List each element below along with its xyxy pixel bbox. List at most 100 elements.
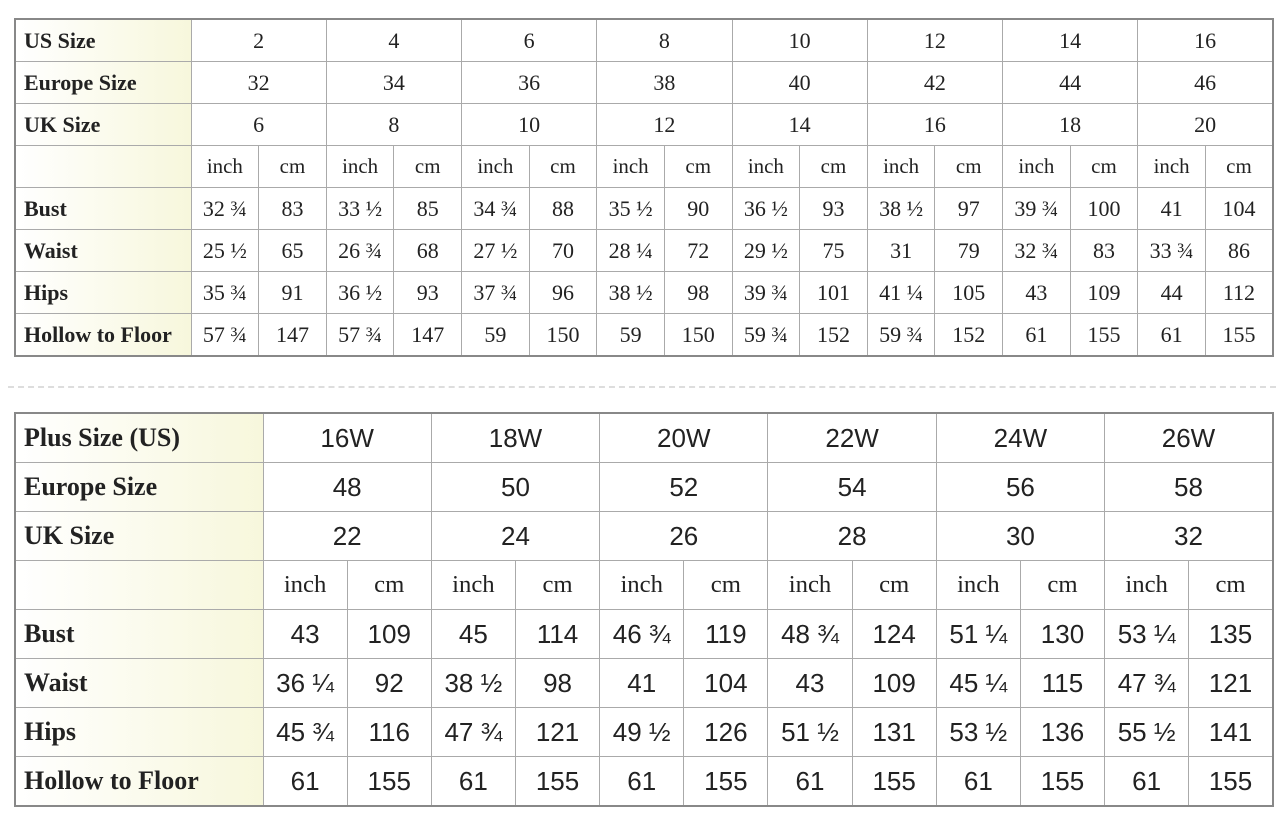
unit-cell: inch: [1104, 560, 1190, 610]
measure-cell: 101: [799, 271, 868, 314]
measure-cell: 98: [514, 658, 601, 708]
measure-cell: 32 ¾: [1002, 229, 1071, 272]
measure-cell: 44: [1137, 271, 1206, 314]
measure-row: Waist 36 ¼ 92 38 ½ 98 41 104 43 109 45 ¼ 115 47 ¾ 12…: [14, 658, 1274, 708]
measure-cell: 47 ¾: [1104, 658, 1190, 708]
measure-cell: 97: [934, 187, 1003, 230]
measure-cell: 109: [1069, 271, 1139, 314]
measure-cell: 35 ¾: [190, 271, 260, 314]
measure-cell: 51 ½: [767, 707, 853, 757]
row-label: [14, 145, 192, 188]
measure-row: Hollow to Floor 61 155 61 155 61 155 61 155 61 155…: [14, 756, 1274, 807]
measure-cell: 88: [528, 187, 598, 230]
size-cell: 16W: [262, 412, 432, 463]
measure-cell: 93: [393, 271, 462, 314]
unit-cell: cm: [663, 145, 733, 188]
size-cell: 36: [460, 61, 598, 104]
size-cell: 18: [1001, 103, 1139, 146]
measure-cell: 31: [866, 229, 936, 272]
measure-cell: 155: [1069, 313, 1139, 357]
measure-cell: 90: [663, 187, 733, 230]
measure-row: Hollow to Floor 57 ¾ 147 57 ¾ 147 59 150 59 150 5…: [14, 313, 1274, 357]
unit-cell: cm: [1019, 560, 1106, 610]
row-label: Hollow to Floor: [14, 313, 192, 357]
measure-cell: 130: [1019, 609, 1106, 659]
size-cell: 50: [430, 462, 601, 512]
unit-cell: inch: [262, 560, 348, 610]
row-label: Europe Size: [14, 462, 264, 512]
measure-cell: 57 ¾: [325, 313, 395, 357]
unit-cell: cm: [1204, 145, 1274, 188]
measure-cell: 150: [528, 313, 598, 357]
measure-cell: 135: [1188, 609, 1274, 659]
measure-cell: 155: [851, 756, 937, 807]
unit-row: inch cm inch cm inch cm inch cm inch cm inch cm: [14, 560, 1274, 610]
size-cell: 4: [325, 18, 463, 62]
measure-cell: 45 ¾: [262, 707, 348, 757]
measure-cell: 86: [1204, 229, 1274, 272]
measure-cell: 91: [258, 271, 327, 314]
unit-cell: cm: [258, 145, 327, 188]
size-cell: 40: [731, 61, 868, 104]
header-row: UK Size 22 24 26 28 30 32: [14, 511, 1274, 561]
measure-cell: 105: [934, 271, 1003, 314]
size-cell: 44: [1001, 61, 1139, 104]
measure-row: Waist 25 ½ 65 26 ¾ 68 27 ½ 70 28 ¼ 72 29 ½ 75 31 79 3…: [14, 229, 1274, 272]
measure-cell: 41: [1137, 187, 1206, 230]
measure-cell: 61: [1137, 313, 1206, 357]
size-cell: 56: [935, 462, 1106, 512]
unit-cell: cm: [934, 145, 1003, 188]
measure-cell: 43: [262, 609, 348, 659]
size-cell: 46: [1137, 61, 1274, 104]
measure-cell: 38 ½: [596, 271, 665, 314]
size-cell: 14: [731, 103, 868, 146]
size-cell: 28: [767, 511, 937, 561]
measure-cell: 83: [1069, 229, 1139, 272]
measure-cell: 152: [799, 313, 868, 357]
size-table: US Size 2 4 6 8 10 12 14 16 Europe Size 32 34 36 38 40…: [14, 18, 1274, 357]
row-label: Waist: [14, 658, 264, 708]
row-label: Hips: [14, 271, 192, 314]
measure-cell: 39 ¾: [1002, 187, 1071, 230]
measure-cell: 109: [346, 609, 432, 659]
unit-cell: inch: [731, 145, 801, 188]
size-cell: 8: [596, 18, 733, 62]
size-cell: 6: [190, 103, 327, 146]
header-row: Europe Size 48 50 52 54 56 58: [14, 462, 1274, 512]
measure-cell: 61: [1104, 756, 1190, 807]
size-cell: 10: [731, 18, 868, 62]
measure-cell: 33 ½: [325, 187, 395, 230]
measure-cell: 51 ¼: [935, 609, 1021, 659]
unit-cell: cm: [528, 145, 598, 188]
size-cell: 26: [599, 511, 769, 561]
measure-cell: 61: [1002, 313, 1071, 357]
size-cell: 24: [430, 511, 601, 561]
measure-cell: 119: [683, 609, 769, 659]
measure-cell: 109: [851, 658, 937, 708]
unit-cell: cm: [1069, 145, 1139, 188]
size-cell: 30: [935, 511, 1106, 561]
measure-cell: 114: [514, 609, 601, 659]
size-cell: 14: [1001, 18, 1139, 62]
measure-cell: 155: [1019, 756, 1106, 807]
unit-cell: cm: [1188, 560, 1274, 610]
row-label: Europe Size: [14, 61, 192, 104]
measure-cell: 36 ¼: [262, 658, 348, 708]
measure-cell: 26 ¾: [325, 229, 395, 272]
unit-cell: cm: [683, 560, 769, 610]
measure-cell: 28 ¼: [596, 229, 665, 272]
measure-cell: 124: [851, 609, 937, 659]
size-cell: 8: [325, 103, 463, 146]
measure-cell: 49 ½: [599, 707, 685, 757]
unit-cell: inch: [190, 145, 260, 188]
unit-cell: inch: [1002, 145, 1071, 188]
measure-cell: 38 ½: [430, 658, 516, 708]
measure-cell: 25 ½: [190, 229, 260, 272]
measure-cell: 115: [1019, 658, 1106, 708]
measure-cell: 53 ½: [935, 707, 1021, 757]
measure-cell: 65: [258, 229, 327, 272]
unit-cell: inch: [1137, 145, 1206, 188]
measure-row: Hips 45 ¾ 116 47 ¾ 121 49 ½ 126 51 ½ 131 53 ½ 136 5…: [14, 707, 1274, 757]
measure-cell: 41: [599, 658, 685, 708]
